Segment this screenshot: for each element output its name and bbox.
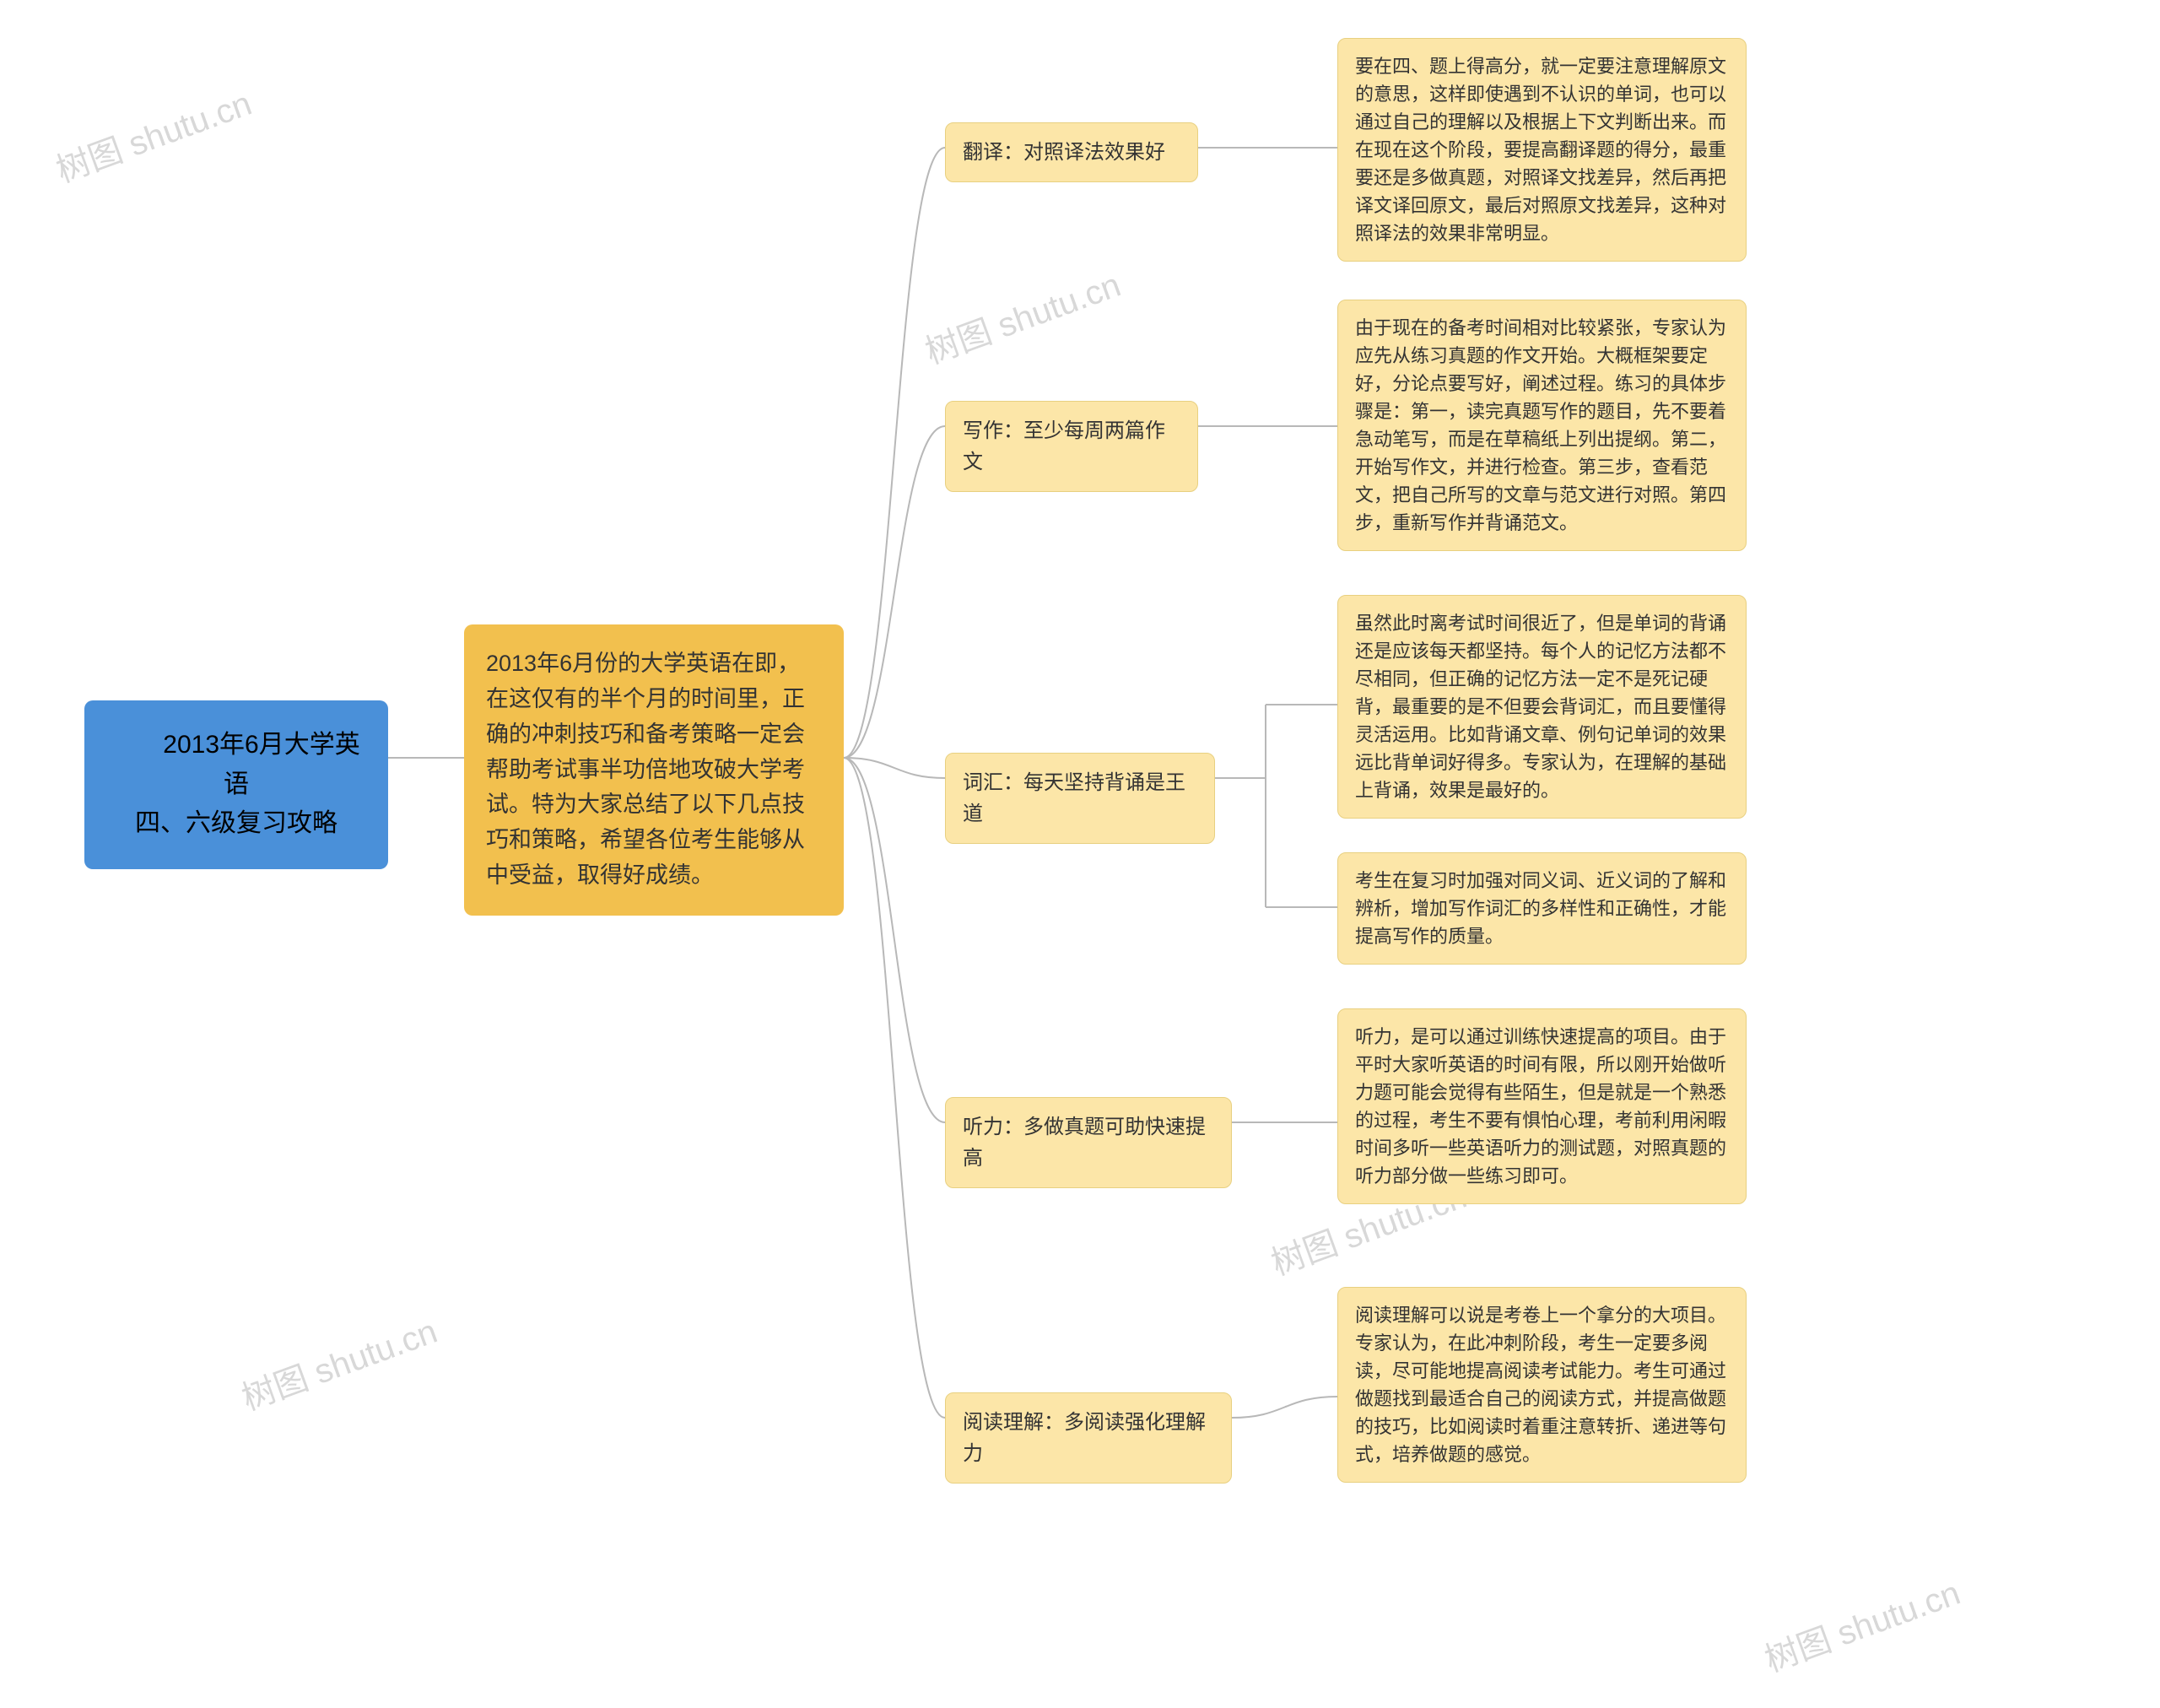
- detail-writing: 由于现在的备考时间相对比较紧张，专家认为应先从练习真题的作文开始。大概框架要定好…: [1337, 300, 1747, 551]
- intro-text: 2013年6月份的大学英语在即，在这仅有的半个月的时间里，正确的冲刺技巧和备考策…: [486, 651, 805, 888]
- topic-label: 阅读理解：多阅读强化理解力: [963, 1411, 1206, 1465]
- topic-listening: 听力：多做真题可助快速提高: [945, 1097, 1232, 1188]
- detail-text: 考生在复习时加强对同义词、近义词的了解和辨析，增加写作词汇的多样性和正确性，才能…: [1355, 870, 1726, 947]
- topic-vocab: 词汇：每天坚持背诵是王道: [945, 753, 1215, 844]
- topic-label: 听力：多做真题可助快速提高: [963, 1116, 1206, 1170]
- topic-translation: 翻译：对照译法效果好: [945, 122, 1198, 182]
- detail-text: 要在四、题上得高分，就一定要注意理解原文的意思，这样即使遇到不认识的单词，也可以…: [1355, 56, 1726, 244]
- topic-writing: 写作：至少每周两篇作文: [945, 401, 1198, 492]
- topic-label: 词汇：每天坚持背诵是王道: [963, 771, 1185, 825]
- watermark: 树图 shutu.cn: [234, 1304, 443, 1419]
- detail-text: 听力，是可以通过训练快速提高的项目。由于平时大家听英语的时间有限，所以刚开始做听…: [1355, 1026, 1726, 1186]
- intro-node: 2013年6月份的大学英语在即，在这仅有的半个月的时间里，正确的冲刺技巧和备考策…: [464, 624, 844, 916]
- detail-text: 阅读理解可以说是考卷上一个拿分的大项目。专家认为，在此冲刺阶段，考生一定要多阅读…: [1355, 1305, 1726, 1465]
- detail-translation: 要在四、题上得高分，就一定要注意理解原文的意思，这样即使遇到不认识的单词，也可以…: [1337, 38, 1747, 262]
- watermark: 树图 shutu.cn: [48, 76, 257, 192]
- watermark: 树图 shutu.cn: [1757, 1565, 1966, 1681]
- detail-listening: 听力，是可以通过训练快速提高的项目。由于平时大家听英语的时间有限，所以刚开始做听…: [1337, 1008, 1747, 1204]
- watermark: 树图 shutu.cn: [917, 257, 1126, 373]
- topic-label: 写作：至少每周两篇作文: [963, 419, 1165, 473]
- detail-reading: 阅读理解可以说是考卷上一个拿分的大项目。专家认为，在此冲刺阶段，考生一定要多阅读…: [1337, 1287, 1747, 1483]
- root-label: 2013年6月大学英语 四、六级复习攻略: [105, 726, 368, 844]
- detail-text: 由于现在的备考时间相对比较紧张，专家认为应先从练习真题的作文开始。大概框架要定好…: [1355, 317, 1726, 533]
- topic-reading: 阅读理解：多阅读强化理解力: [945, 1392, 1232, 1484]
- topic-label: 翻译：对照译法效果好: [963, 141, 1165, 164]
- detail-vocab-b: 考生在复习时加强对同义词、近义词的了解和辨析，增加写作词汇的多样性和正确性，才能…: [1337, 852, 1747, 965]
- detail-vocab-a: 虽然此时离考试时间很近了，但是单词的背诵还是应该每天都坚持。每个人的记忆方法都不…: [1337, 595, 1747, 819]
- detail-text: 虽然此时离考试时间很近了，但是单词的背诵还是应该每天都坚持。每个人的记忆方法都不…: [1355, 613, 1726, 801]
- root-node: 2013年6月大学英语 四、六级复习攻略: [84, 700, 388, 869]
